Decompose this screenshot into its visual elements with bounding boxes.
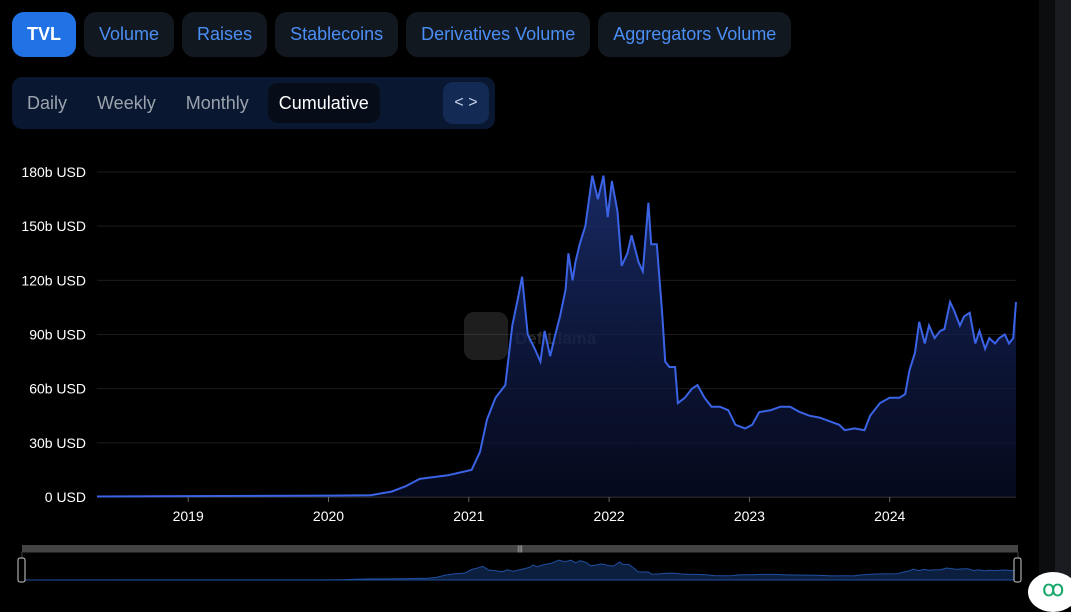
tvl-line: [96, 175, 1017, 498]
period-monthly[interactable]: Monthly: [185, 92, 249, 113]
tab-derivatives-volume[interactable]: Derivatives Volume: [406, 12, 591, 57]
minimap-area: [21, 559, 1019, 581]
y-tick-label: 0 USD: [45, 489, 86, 505]
tab-stablecoins[interactable]: Stablecoins: [275, 12, 399, 57]
range-slider[interactable]: |||: [17, 545, 1022, 583]
tab-aggregators-volume[interactable]: Aggregators Volume: [598, 12, 792, 57]
code-brackets-icon: < >: [454, 94, 478, 111]
x-tick-label: 2023: [734, 508, 765, 524]
x-tick-label: 2020: [313, 508, 344, 524]
tab-tvl[interactable]: TVL: [12, 12, 76, 57]
period-daily[interactable]: Daily: [27, 92, 68, 113]
app-logo-icon[interactable]: ꝏ: [1028, 572, 1071, 612]
period-cumulative[interactable]: Cumulative: [267, 83, 380, 123]
x-tick-label: 2022: [594, 508, 625, 524]
y-tick-label: 90b USD: [29, 327, 86, 343]
y-tick-label: 30b USD: [29, 435, 86, 451]
range-handle-left[interactable]: [17, 557, 26, 583]
scrollbar-track[interactable]: [1039, 0, 1055, 598]
x-tick-label: 2021: [453, 508, 484, 524]
category-tabs: TVL Volume Raises Stablecoins Derivative…: [12, 12, 792, 57]
tvl-area: [97, 175, 1016, 497]
y-tick-label: 60b USD: [29, 381, 86, 397]
x-tick-label: 2024: [874, 508, 905, 524]
embed-button[interactable]: < >: [443, 82, 489, 124]
x-tick-label: 2019: [173, 508, 204, 524]
y-tick-label: 180b USD: [21, 164, 86, 180]
tab-volume[interactable]: Volume: [84, 12, 175, 57]
side-panel: [1055, 0, 1071, 598]
y-tick-label: 120b USD: [21, 272, 86, 288]
range-handle-right[interactable]: [1013, 557, 1022, 583]
drag-grip-icon[interactable]: |||: [517, 546, 523, 553]
y-tick-label: 150b USD: [21, 218, 86, 234]
tab-raises[interactable]: Raises: [182, 12, 268, 57]
period-selector: Daily Weekly Monthly Cumulative < >: [12, 77, 495, 129]
period-weekly[interactable]: Weekly: [97, 92, 156, 113]
